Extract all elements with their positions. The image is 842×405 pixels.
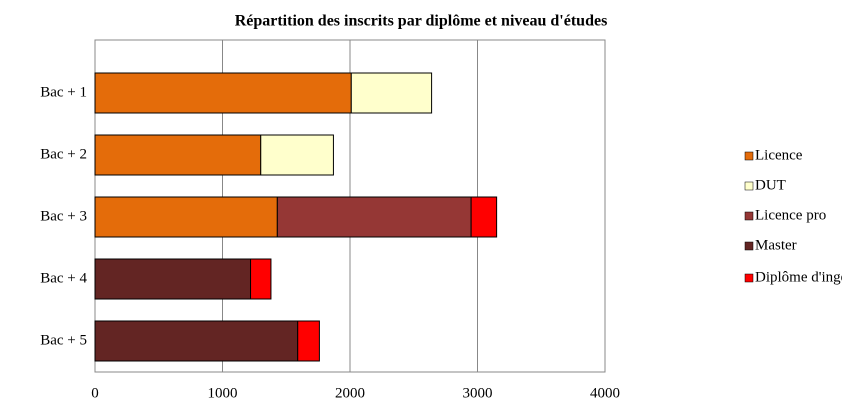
legend-label: Diplôme d'ingénieur [755,269,842,285]
bar-segment [94,72,352,114]
legend-label: Master [755,237,797,253]
bar-segment [94,258,252,300]
x-tick-label: 4000 [590,385,620,401]
x-tick-label: 1000 [208,385,238,401]
y-tick-label: Bac + 3 [40,208,87,224]
legend-label: DUT [755,177,786,193]
bar-segment [350,72,433,114]
bar-segment [276,196,472,238]
bar-segment [297,320,320,362]
x-tick-label: 0 [91,385,99,401]
bar-segment [260,134,334,176]
legend-label: Licence pro [755,207,826,223]
legend-swatch [744,241,754,251]
x-tick-label: 2000 [335,385,365,401]
legend-label: Licence [755,147,803,163]
x-tick-label: 3000 [463,385,493,401]
legend-swatch [744,273,754,283]
y-tick-label: Bac + 1 [40,84,87,100]
legend-swatch [744,211,754,221]
chart-title: Répartition des inscrits par diplôme et … [235,13,608,30]
legend-swatch [744,151,754,161]
y-tick-label: Bac + 4 [40,270,87,286]
bar-segment [250,258,272,300]
bar-segment [94,134,262,176]
y-tick-label: Bac + 2 [40,146,87,162]
legend-swatch [744,181,754,191]
bar-segment [94,320,299,362]
y-tick-label: Bac + 5 [40,332,87,348]
bar-segment [94,196,278,238]
bar-segment [470,196,498,238]
